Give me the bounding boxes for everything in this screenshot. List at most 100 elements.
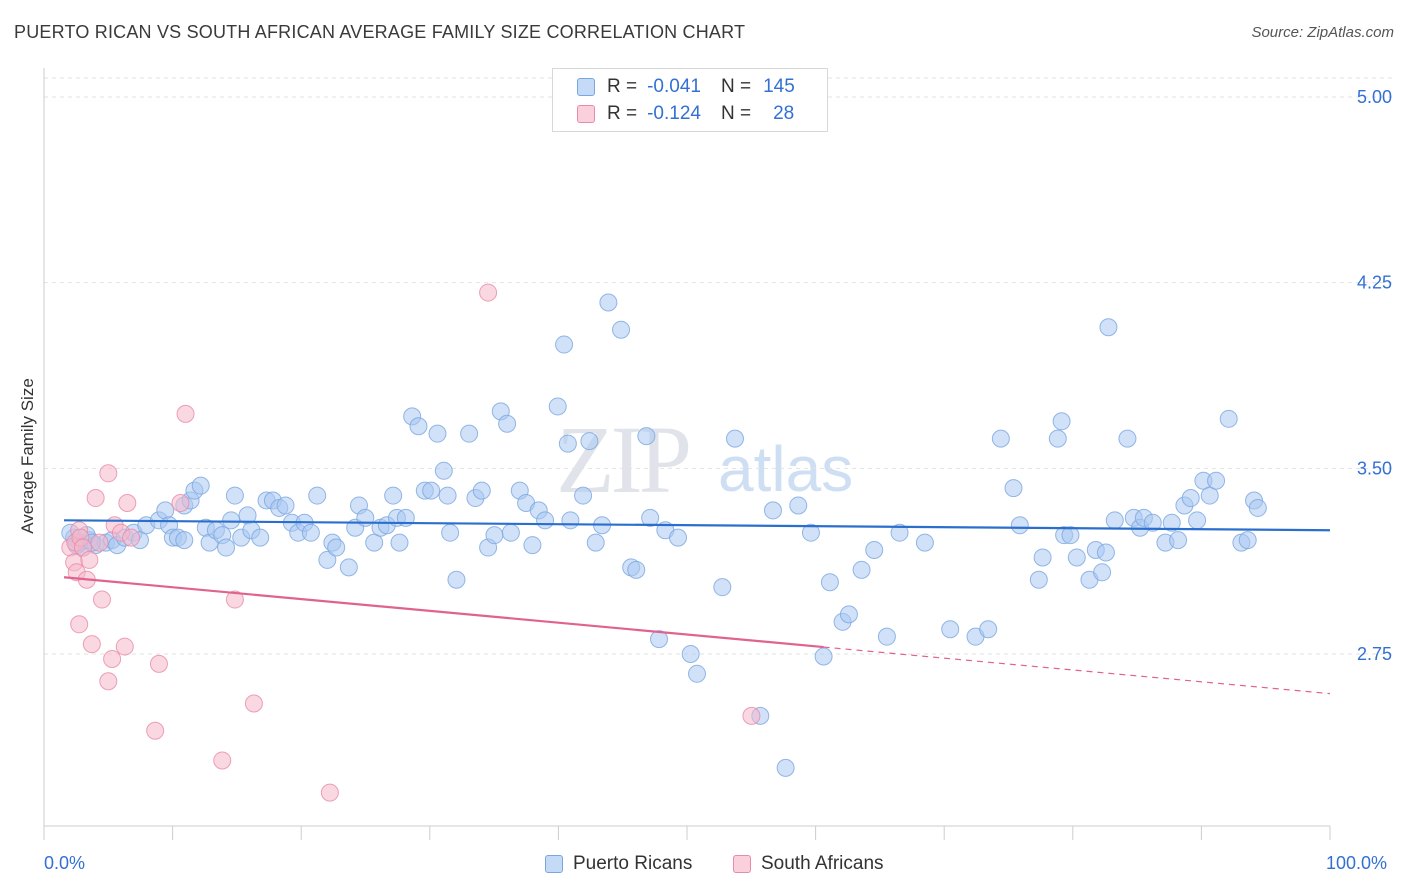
south-african-point <box>86 489 105 508</box>
puerto-rican-point <box>627 560 646 579</box>
puerto-rican-point <box>1248 498 1267 517</box>
puerto-rican-point <box>251 528 270 547</box>
south-african-point <box>103 649 122 668</box>
puerto-rican-point <box>574 486 593 505</box>
puerto-rican-point <box>460 424 479 443</box>
puerto-rican-point <box>1052 412 1071 431</box>
puerto-rican-point <box>1207 471 1226 490</box>
puerto-rican-point <box>776 758 795 777</box>
south-african-point <box>90 533 109 552</box>
south-african-point <box>146 721 165 740</box>
puerto-rican-point <box>548 397 567 416</box>
legend-swatch-pink <box>577 105 595 123</box>
puerto-rican-point <box>438 486 457 505</box>
source-label: Source: ZipAtlas.com <box>1251 24 1394 41</box>
puerto-rican-point <box>915 533 934 552</box>
puerto-rican-point <box>877 627 896 646</box>
puerto-rican-point <box>1143 513 1162 532</box>
puerto-rican-point <box>225 486 244 505</box>
correlation-legend: R = -0.041 N = 145 R = -0.124 N = 28 <box>552 68 828 132</box>
y-tick-label: 3.50 <box>1357 458 1392 478</box>
puerto-rican-point <box>191 476 210 495</box>
south-african-point <box>118 493 137 512</box>
south-african-point <box>70 615 89 634</box>
south-african-point <box>479 283 498 302</box>
puerto-rican-trend-line <box>63 519 1331 532</box>
puerto-rican-point <box>1033 548 1052 567</box>
south-african-point <box>225 590 244 609</box>
south-african-point <box>320 783 339 802</box>
puerto-rican-point <box>991 429 1010 448</box>
puerto-rican-point <box>669 528 688 547</box>
puerto-rican-point <box>498 414 517 433</box>
bottom-legend-label: South Africans <box>761 853 884 874</box>
puerto-rican-point <box>327 538 346 557</box>
south-african-point <box>80 550 99 569</box>
puerto-rican-point <box>536 511 555 530</box>
puerto-rican-point <box>409 417 428 436</box>
legend-row-puerto-ricans: R = -0.041 N = 145 <box>577 75 795 99</box>
legend-r-label: R = <box>607 103 638 124</box>
puerto-rican-point <box>1067 548 1086 567</box>
south-african-point <box>99 464 118 483</box>
puerto-rican-point <box>1048 429 1067 448</box>
legend-n-value: 28 <box>773 103 795 124</box>
puerto-rican-point <box>688 664 706 683</box>
puerto-rican-point <box>434 461 453 480</box>
puerto-rican-point <box>222 511 241 530</box>
puerto-rican-point <box>713 578 732 597</box>
bottom-legend-swatch-blue <box>545 855 563 873</box>
south-african-point <box>115 637 134 656</box>
puerto-rican-point <box>390 533 409 552</box>
puerto-rican-point <box>599 293 618 312</box>
puerto-rican-point <box>175 531 194 550</box>
puerto-rican-point <box>1238 531 1257 550</box>
x-tick-label-max: 100.0% <box>1326 853 1388 873</box>
x-tick-label-min: 0.0% <box>44 853 86 873</box>
puerto-rican-point <box>1093 563 1112 582</box>
puerto-rican-point <box>612 320 631 339</box>
puerto-rican-point <box>637 427 656 446</box>
y-axis-label: Average Family Size <box>18 378 37 534</box>
puerto-rican-point <box>979 620 998 639</box>
puerto-rican-point <box>814 647 833 666</box>
puerto-rican-point <box>789 496 808 515</box>
puerto-rican-point <box>1162 513 1181 532</box>
south-african-point <box>213 751 232 770</box>
puerto-rican-point <box>441 523 460 542</box>
south-african-point <box>149 654 168 673</box>
puerto-rican-point <box>763 501 782 520</box>
puerto-rican-point <box>1029 570 1048 589</box>
legend-r-value: -0.124 <box>647 103 701 124</box>
puerto-rican-point <box>301 523 320 542</box>
puerto-rican-point <box>941 620 960 639</box>
puerto-rican-point <box>217 538 236 557</box>
puerto-rican-point <box>1181 489 1200 508</box>
puerto-rican-point <box>384 486 403 505</box>
puerto-rican-point <box>1118 429 1137 448</box>
puerto-rican-point <box>1004 479 1023 498</box>
puerto-rican-point <box>561 511 580 530</box>
puerto-rican-point <box>1188 511 1207 530</box>
puerto-rican-point <box>641 508 660 527</box>
legend-row-south-africans: R = -0.124 N = 28 <box>577 102 794 126</box>
bottom-legend-swatch-pink <box>733 855 751 873</box>
bottom-legend-label: Puerto Ricans <box>573 853 693 874</box>
south-african-point <box>99 672 118 691</box>
puerto-rican-point <box>1010 516 1029 535</box>
puerto-rican-point <box>586 533 605 552</box>
puerto-rican-point <box>650 630 669 649</box>
legend-r-label: R = <box>607 76 638 97</box>
puerto-rican-point <box>308 486 327 505</box>
puerto-rican-point <box>1169 531 1188 550</box>
puerto-rican-point <box>339 558 358 577</box>
y-tick-label: 5.00 <box>1357 87 1392 107</box>
puerto-rican-point <box>1061 526 1080 545</box>
south-african-point <box>171 493 190 512</box>
puerto-rican-point <box>725 429 744 448</box>
south-african-point <box>176 404 195 423</box>
legend-n-label: N = <box>720 76 752 97</box>
south-african-trend-line-extension <box>823 646 1331 695</box>
puerto-rican-point <box>156 501 175 520</box>
puerto-rican-point <box>422 481 441 500</box>
